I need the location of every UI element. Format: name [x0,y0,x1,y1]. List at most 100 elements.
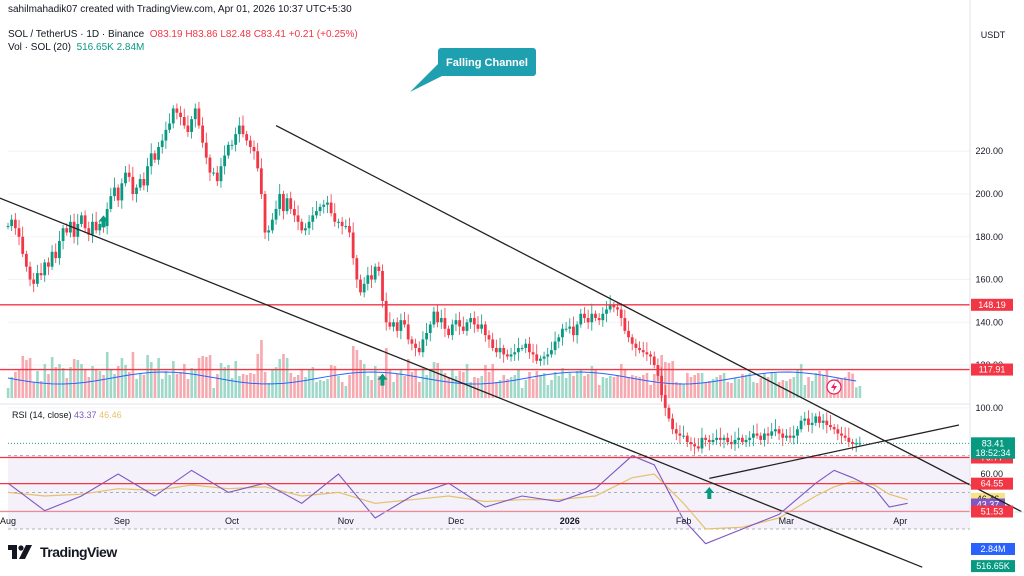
volume-bar [550,380,553,398]
ohlc-values: O83.19 H83.86 L82.48 C83.41 +0.21 (+0.25… [149,29,358,40]
volume-bar [54,367,58,398]
rsi-legend[interactable]: RSI (14, close) 43.37 46.46 [12,410,122,420]
volume-bar [583,376,586,398]
candle [773,419,777,437]
candle [204,132,208,165]
volume-bar [454,376,458,398]
x-tick-label: Mar [779,516,795,526]
volume-bar [627,377,630,398]
candle [649,351,652,365]
volume-legend[interactable]: Vol · SOL (20) 516.65K 2.84M [8,42,144,53]
candle [487,330,491,348]
volume-bar [796,369,799,398]
symbol-name[interactable]: SOL / TetherUS · 1D · Binance [8,29,145,40]
candle [61,225,65,250]
y-tick-label: 200.00 [975,189,1003,199]
candle [480,314,484,334]
volume-bar [274,367,278,398]
candle [164,121,168,149]
volume-bar [58,364,61,398]
candle [494,339,498,358]
volume-bar [443,373,447,398]
candle [351,222,355,265]
volume-bar [359,360,362,398]
volume-bar [355,350,359,398]
candle [564,322,568,332]
candle [252,140,256,160]
volume-bar [719,375,722,398]
candle [439,309,443,329]
volume-bar [256,354,260,398]
volume-bar [638,377,641,398]
volume-bar [300,370,304,398]
candle [814,413,818,427]
candle [381,264,384,308]
volume-bar [575,371,579,398]
candle [340,216,344,235]
volume-bar [6,388,10,398]
volume-bar [752,382,755,398]
candle [722,434,726,449]
candle [685,432,689,447]
candle [553,331,557,356]
volume-bar [821,375,825,398]
candle [476,316,480,332]
candle [149,143,153,175]
volume-bar [520,388,524,398]
candle [197,101,201,129]
volume-bar [212,388,216,398]
candle [24,250,28,272]
value-badge [971,437,1015,450]
volume-bar [120,358,124,398]
candle [263,190,267,240]
volume-bar [722,373,726,398]
volume-ma-line [7,371,857,385]
volume-bar [763,373,766,398]
volume-bar [506,379,509,398]
volume-bar [194,369,197,398]
candle [230,139,234,150]
volume-bar [399,369,403,398]
trendline-lower[interactable] [0,194,923,568]
symbol-legend[interactable]: SOL / TetherUS · 1D · Binance O83.19 H83… [8,29,358,40]
candle [575,321,579,344]
candle [138,174,142,191]
volume-bar [653,374,656,398]
volume-bar [726,382,730,398]
candle [498,337,502,359]
trendline-upper[interactable] [275,124,1022,513]
volume-bar [348,375,351,398]
candle [171,105,175,129]
value-badge [971,560,1015,573]
volume-bar [392,382,395,398]
candle [274,200,278,225]
trendline-rising-support[interactable] [709,424,960,480]
volume-bar [388,370,392,398]
volume-bar [487,372,491,398]
volume-bar [616,375,619,398]
replay-icon[interactable] [826,379,842,395]
volume-bar [744,375,748,398]
candle [807,410,810,432]
footer: TradingView [8,544,117,560]
candle [689,437,693,451]
candle [186,115,190,137]
candle [212,167,216,176]
volume-bar [113,374,116,398]
candle [270,213,274,234]
candle [472,311,476,333]
candle [619,302,623,327]
volume-bar [109,370,113,398]
candle [234,127,238,152]
candle [21,226,25,258]
candle [671,413,674,435]
volume-bar [572,376,575,398]
candle [829,414,832,431]
volume-bar [491,364,495,398]
volume-bar [230,378,234,398]
candle [531,343,535,363]
volume-bar [135,379,138,398]
candle [851,438,854,451]
volume-bar [223,367,227,398]
